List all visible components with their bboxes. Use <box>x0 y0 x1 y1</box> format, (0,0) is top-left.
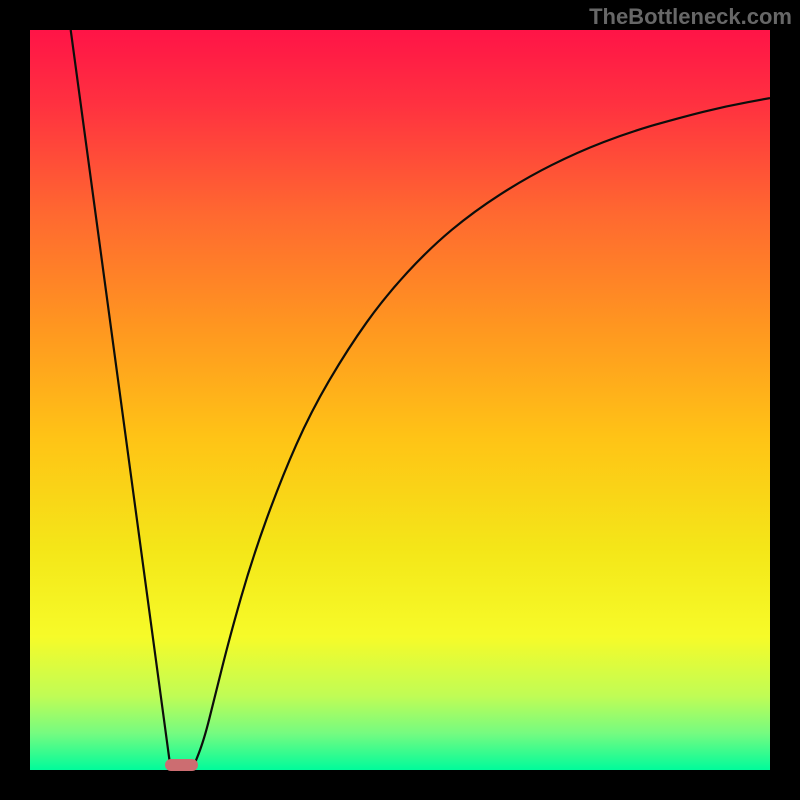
optimum-marker <box>165 759 198 771</box>
curve-svg <box>30 30 770 770</box>
chart-container: TheBottleneck.com <box>0 0 800 800</box>
plot-area <box>30 30 770 770</box>
watermark-text: TheBottleneck.com <box>589 4 792 30</box>
curve-path <box>71 30 770 769</box>
